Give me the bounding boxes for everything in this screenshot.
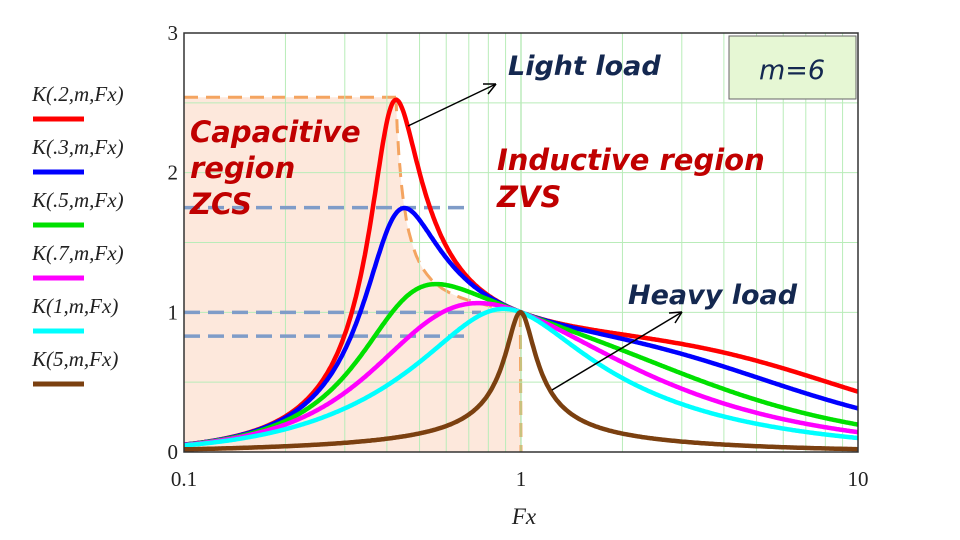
x-tick-label: 1 bbox=[516, 467, 527, 491]
m-box-background bbox=[728, 35, 857, 100]
inductive-label-line1: Inductive region bbox=[497, 143, 765, 177]
capacitive-label-line3: ZCS bbox=[189, 187, 252, 221]
light-load-arrow bbox=[407, 83, 497, 127]
capacitive-label-line1: Capacitive bbox=[190, 115, 361, 149]
light-load-label: Light load bbox=[508, 51, 661, 82]
legend-entry-label: K(.5,m,Fx) bbox=[31, 188, 124, 212]
m-parameter-box: m=6 bbox=[728, 35, 857, 100]
heavy-load-arrow bbox=[551, 311, 683, 391]
capacitive-region-fill bbox=[184, 97, 521, 452]
y-tick-label: 2 bbox=[168, 161, 179, 185]
x-tick-label: 0.1 bbox=[171, 467, 197, 491]
light-load-arrowhead bbox=[483, 83, 497, 95]
y-tick-label: 3 bbox=[168, 21, 179, 45]
legend: K(.2,m,Fx) K(.3,m,Fx) K(.5,m,Fx) K(.7,m,Fx)… bbox=[31, 82, 124, 387]
y-tick-label: 0 bbox=[168, 440, 179, 464]
legend-entry-label: K(1,m,Fx) bbox=[31, 294, 118, 318]
plot-frame bbox=[183, 32, 859, 453]
heavy-load-label: Heavy load bbox=[628, 280, 798, 311]
inductive-annotation: Inductive region ZVS bbox=[496, 143, 765, 214]
heavy-load-annotation: Heavy load bbox=[551, 280, 798, 391]
inductive-label-line2: ZVS bbox=[496, 180, 561, 214]
capacitive-annotation: Capacitive region ZCS bbox=[189, 115, 361, 221]
x-tick-label: 10 bbox=[848, 467, 869, 491]
x-axis-label: Fx bbox=[511, 504, 537, 529]
series-curve bbox=[182, 310, 860, 452]
legend-entry-label: K(.3,m,Fx) bbox=[31, 135, 124, 159]
heavy-load-arrowhead bbox=[668, 311, 683, 324]
legend-entry-label: K(.7,m,Fx) bbox=[31, 241, 124, 265]
guide-lines bbox=[184, 205, 481, 338]
tick-labels: 0.1 1 10 0 1 2 3 bbox=[168, 21, 869, 491]
y-tick-label: 1 bbox=[168, 300, 179, 324]
curves bbox=[182, 97, 860, 452]
legend-entry-label: K(.2,m,Fx) bbox=[31, 82, 124, 106]
legend-entry-label: K(5,m,Fx) bbox=[31, 347, 118, 371]
capacitive-label-line2: region bbox=[190, 151, 295, 185]
m-box-label: m=6 bbox=[759, 55, 825, 86]
light-load-annotation: Light load bbox=[407, 51, 661, 127]
capacitive-region-layer bbox=[184, 95, 523, 453]
